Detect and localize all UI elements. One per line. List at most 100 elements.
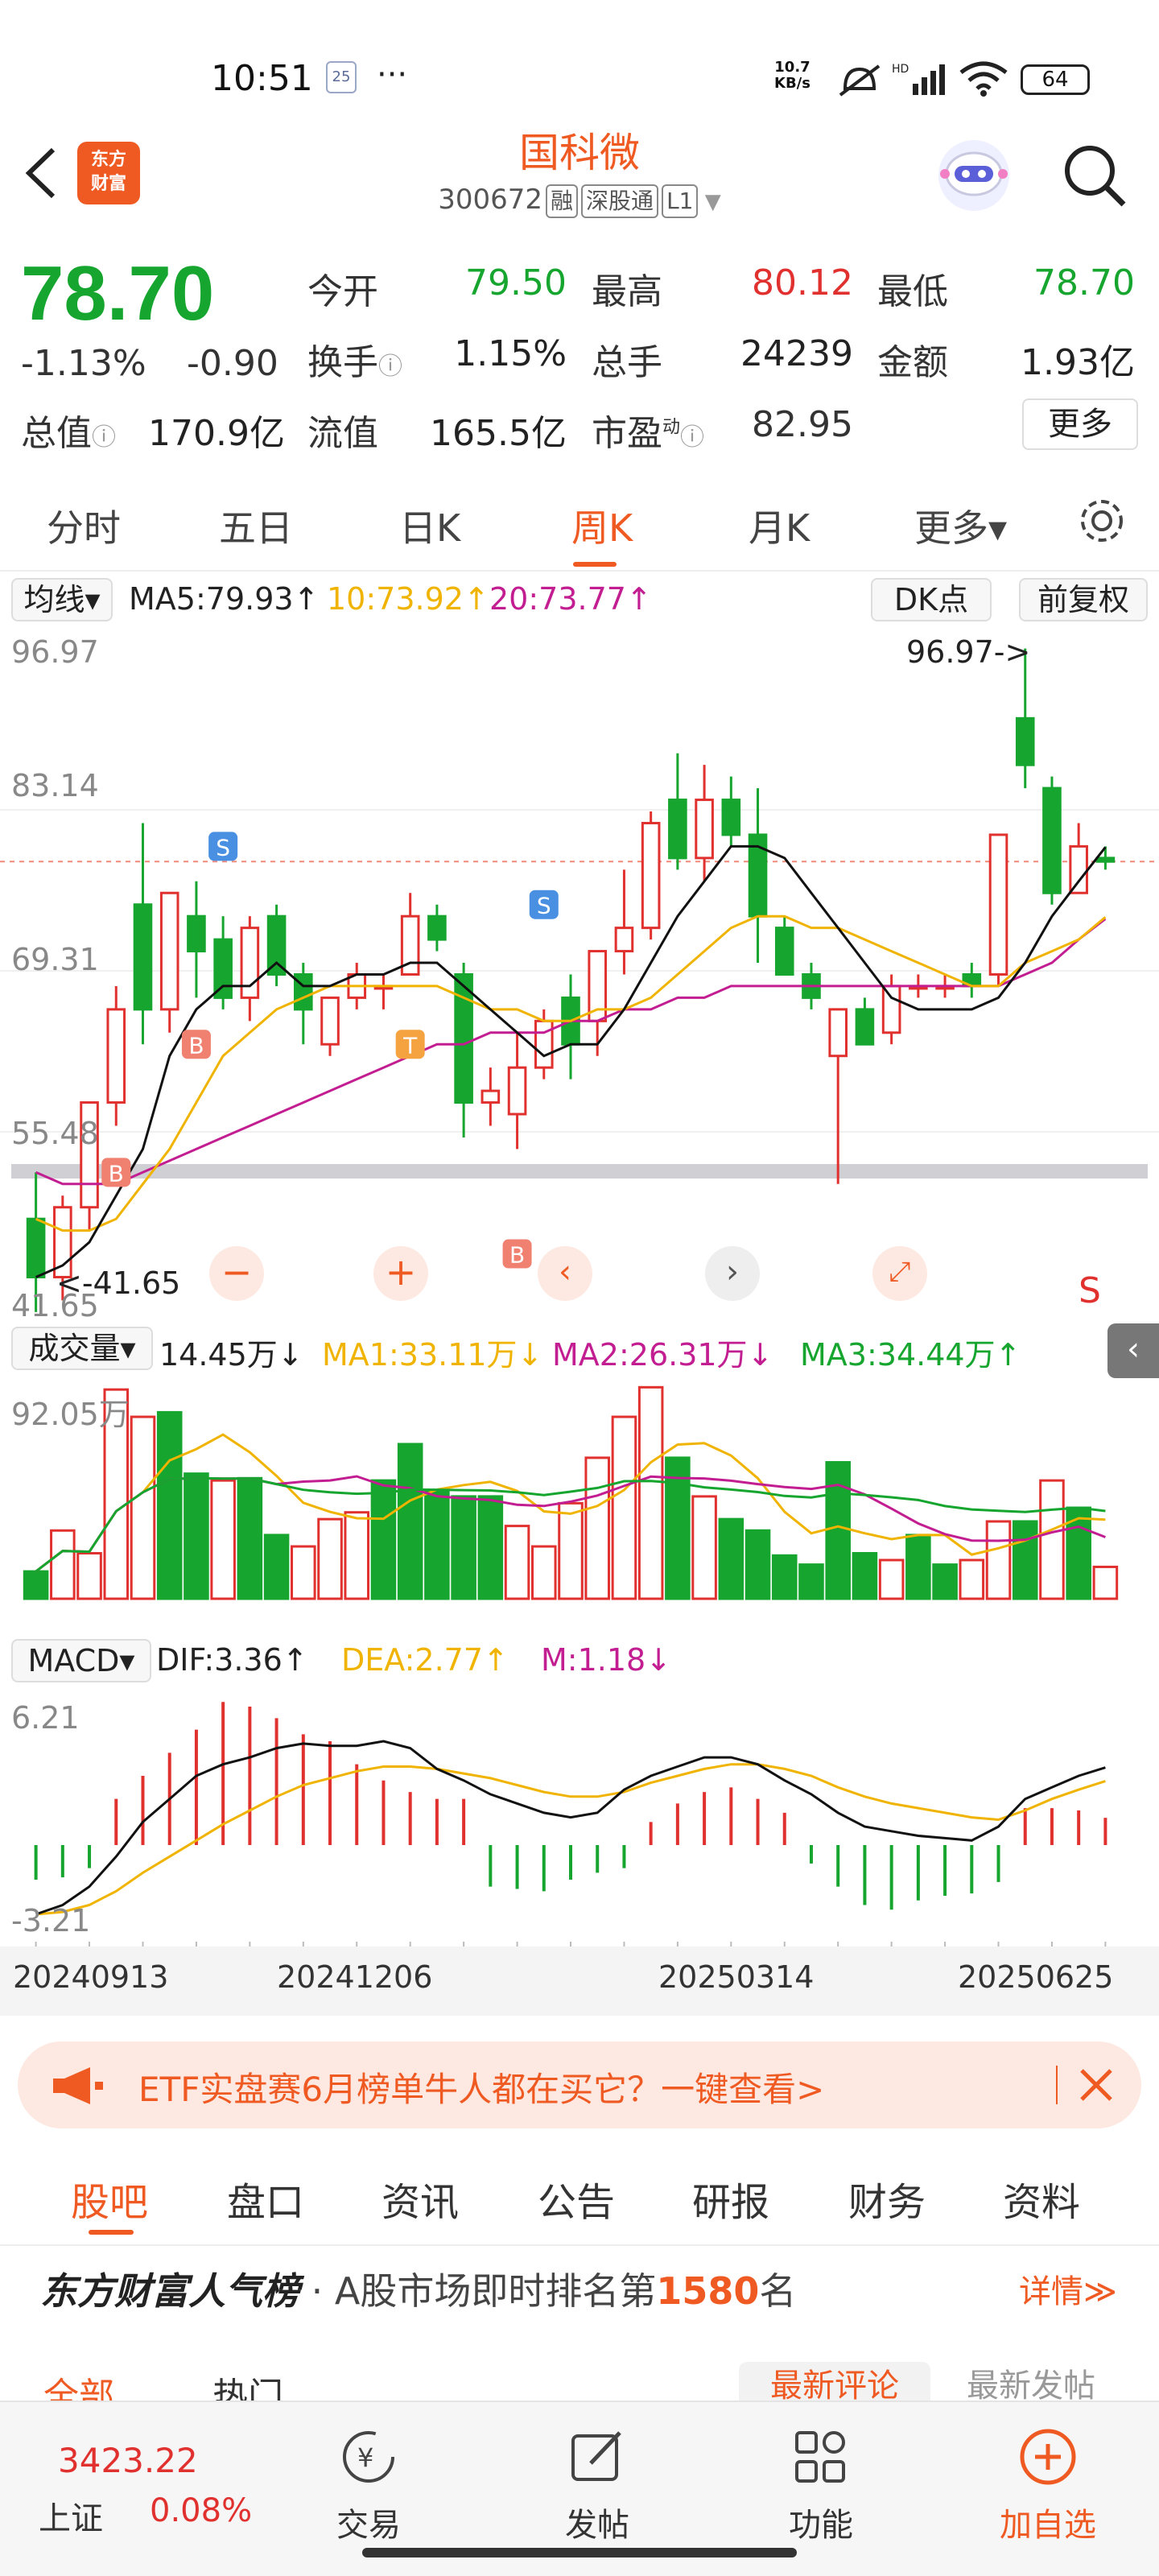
volume-bar <box>1039 1479 1065 1600</box>
y-tick-2: 83.14 <box>11 768 99 803</box>
content-tab-indicator <box>89 2230 134 2235</box>
volume-bar <box>878 1558 905 1600</box>
popularity-row[interactable]: 东方财富人气榜 · A股市场即时排名第1580名 <box>40 2262 796 2315</box>
robot-assistant-icon[interactable] <box>934 135 1014 216</box>
promo-banner[interactable]: ETF实盘赛6月榜单牛人都在买它？一键查看> <box>18 2041 1141 2128</box>
tab-announcements[interactable]: 公告 <box>538 2180 616 2225</box>
post-edit-icon[interactable] <box>567 2426 628 2487</box>
candle-body <box>534 1019 554 1069</box>
amount-label: 金额 <box>877 342 948 383</box>
candle-body <box>614 927 634 953</box>
macd-type-dropdown[interactable]: MACD▾ <box>11 1639 151 1682</box>
sell-signal-label: S <box>1079 1270 1101 1311</box>
subtab-latest-post[interactable]: 最新发帖 <box>967 2368 1095 2405</box>
tab-day-k[interactable]: 日K <box>399 506 461 550</box>
info-icon[interactable]: ⓘ <box>680 423 705 452</box>
macd-chart[interactable] <box>0 1686 1159 1951</box>
volume-chart[interactable] <box>0 1373 1159 1628</box>
dk-point-dropdown[interactable]: DK点 <box>871 578 992 621</box>
tab-month-k[interactable]: 月K <box>749 506 810 550</box>
candle-body <box>266 914 287 976</box>
app-logo[interactable]: 东方 财富 <box>77 142 140 204</box>
signal-marker-b: B <box>109 1160 124 1187</box>
stock-code-row[interactable]: 300672 融深股通 L1 ▼ <box>0 184 1159 218</box>
function-grid-icon[interactable] <box>790 2426 852 2487</box>
svg-text:¥: ¥ <box>357 2442 373 2473</box>
tab-financials[interactable]: 财务 <box>848 2180 926 2225</box>
volume-bar <box>691 1495 717 1600</box>
connect-tag: 深股通 <box>581 184 659 218</box>
tab-more[interactable]: 更多▾ <box>914 506 1008 550</box>
tab-news[interactable]: 资讯 <box>382 2180 460 2225</box>
volume-current: 14.45万↓ <box>159 1337 303 1373</box>
zoom-in-button[interactable]: + <box>373 1246 428 1301</box>
add-watchlist-label[interactable]: 加自选 <box>1000 2507 1096 2544</box>
candle-body <box>721 799 741 836</box>
wifi-icon <box>959 61 1008 97</box>
adjust-dropdown[interactable]: 前复权 <box>1019 578 1148 621</box>
y-tick-3: 69.31 <box>11 942 99 977</box>
tab-research[interactable]: 研报 <box>692 2180 770 2225</box>
volume-bar <box>130 1415 156 1600</box>
volume-bar <box>317 1517 343 1600</box>
float-label: 流值 <box>307 413 378 454</box>
scroll-right-button[interactable]: › <box>705 1246 760 1301</box>
stock-name: 国科微 <box>519 130 640 176</box>
volume-bar <box>1066 1506 1091 1600</box>
more-button[interactable]: 更多 <box>1022 398 1138 450</box>
y-tick-bottom: 41.65 <box>11 1288 99 1323</box>
volume-bar <box>263 1534 290 1600</box>
index-value[interactable]: 3423.22 <box>58 2441 198 2480</box>
candle-body <box>1069 844 1088 894</box>
tab-forum[interactable]: 股吧 <box>71 2180 149 2225</box>
volume-bar <box>451 1495 476 1600</box>
turnover-label-text: 换手 <box>307 342 378 383</box>
tab-five-day[interactable]: 五日 <box>219 506 293 550</box>
index-pct[interactable]: 0.08% <box>150 2492 253 2529</box>
info-icon[interactable]: ⓘ <box>378 353 402 381</box>
function-label[interactable]: 功能 <box>789 2507 853 2544</box>
collapse-panel-button[interactable]: ‹ <box>1107 1323 1159 1378</box>
search-icon[interactable] <box>1061 142 1128 209</box>
index-name[interactable]: 上证 <box>39 2500 103 2537</box>
pe-label-text: 市盈 <box>592 413 662 454</box>
signal-marker-bg <box>395 1030 425 1059</box>
active-tab-indicator <box>573 562 617 567</box>
add-watchlist-icon[interactable] <box>1016 2425 1080 2489</box>
zoom-out-button[interactable]: − <box>209 1246 264 1301</box>
trade-label[interactable]: 交易 <box>336 2507 401 2544</box>
logo-text-2: 财富 <box>90 174 126 194</box>
settings-gear-icon[interactable] <box>1075 494 1128 547</box>
signal-marker-s: S <box>537 893 551 919</box>
y-tick-4: 55.48 <box>11 1116 99 1151</box>
volume-bar <box>237 1476 263 1600</box>
tab-week-k[interactable]: 周K <box>571 506 633 550</box>
volume-type-dropdown[interactable]: 成交量▾ <box>11 1327 153 1370</box>
mcap-value: 170.9亿 <box>148 413 285 454</box>
volume-bar <box>50 1529 76 1600</box>
candle-body <box>53 1206 72 1278</box>
tab-orderbook[interactable]: 盘口 <box>227 2180 305 2225</box>
candlestick-chart[interactable]: B B S T S B <box>0 625 1159 1325</box>
candle-body <box>159 891 179 1011</box>
trade-icon[interactable]: ¥ <box>338 2426 399 2487</box>
banner-divider <box>1056 2066 1058 2104</box>
tab-minute[interactable]: 分时 <box>47 506 121 550</box>
tab-profile[interactable]: 资料 <box>1003 2180 1081 2225</box>
candle-body <box>80 1101 99 1209</box>
detail-link[interactable]: 详情≫ <box>1019 2273 1117 2310</box>
fullscreen-button[interactable]: ⤢ <box>872 1246 927 1301</box>
dropdown-icon: ▼ <box>698 190 721 214</box>
close-icon[interactable] <box>1075 2064 1117 2106</box>
dif-line <box>35 1740 1106 1916</box>
scroll-left-button[interactable]: ‹ <box>538 1246 592 1301</box>
post-label[interactable]: 发帖 <box>565 2507 629 2544</box>
candle-body <box>454 972 473 1104</box>
info-icon[interactable]: ⓘ <box>92 423 116 452</box>
back-icon[interactable] <box>21 145 61 201</box>
calendar-icon: 25 <box>326 61 357 93</box>
pe-value: 82.95 <box>752 404 853 445</box>
ma-type-dropdown[interactable]: 均线▾ <box>11 578 113 621</box>
net-speed-value: 10.7 <box>774 59 810 76</box>
signal-icon: HD <box>892 63 945 95</box>
